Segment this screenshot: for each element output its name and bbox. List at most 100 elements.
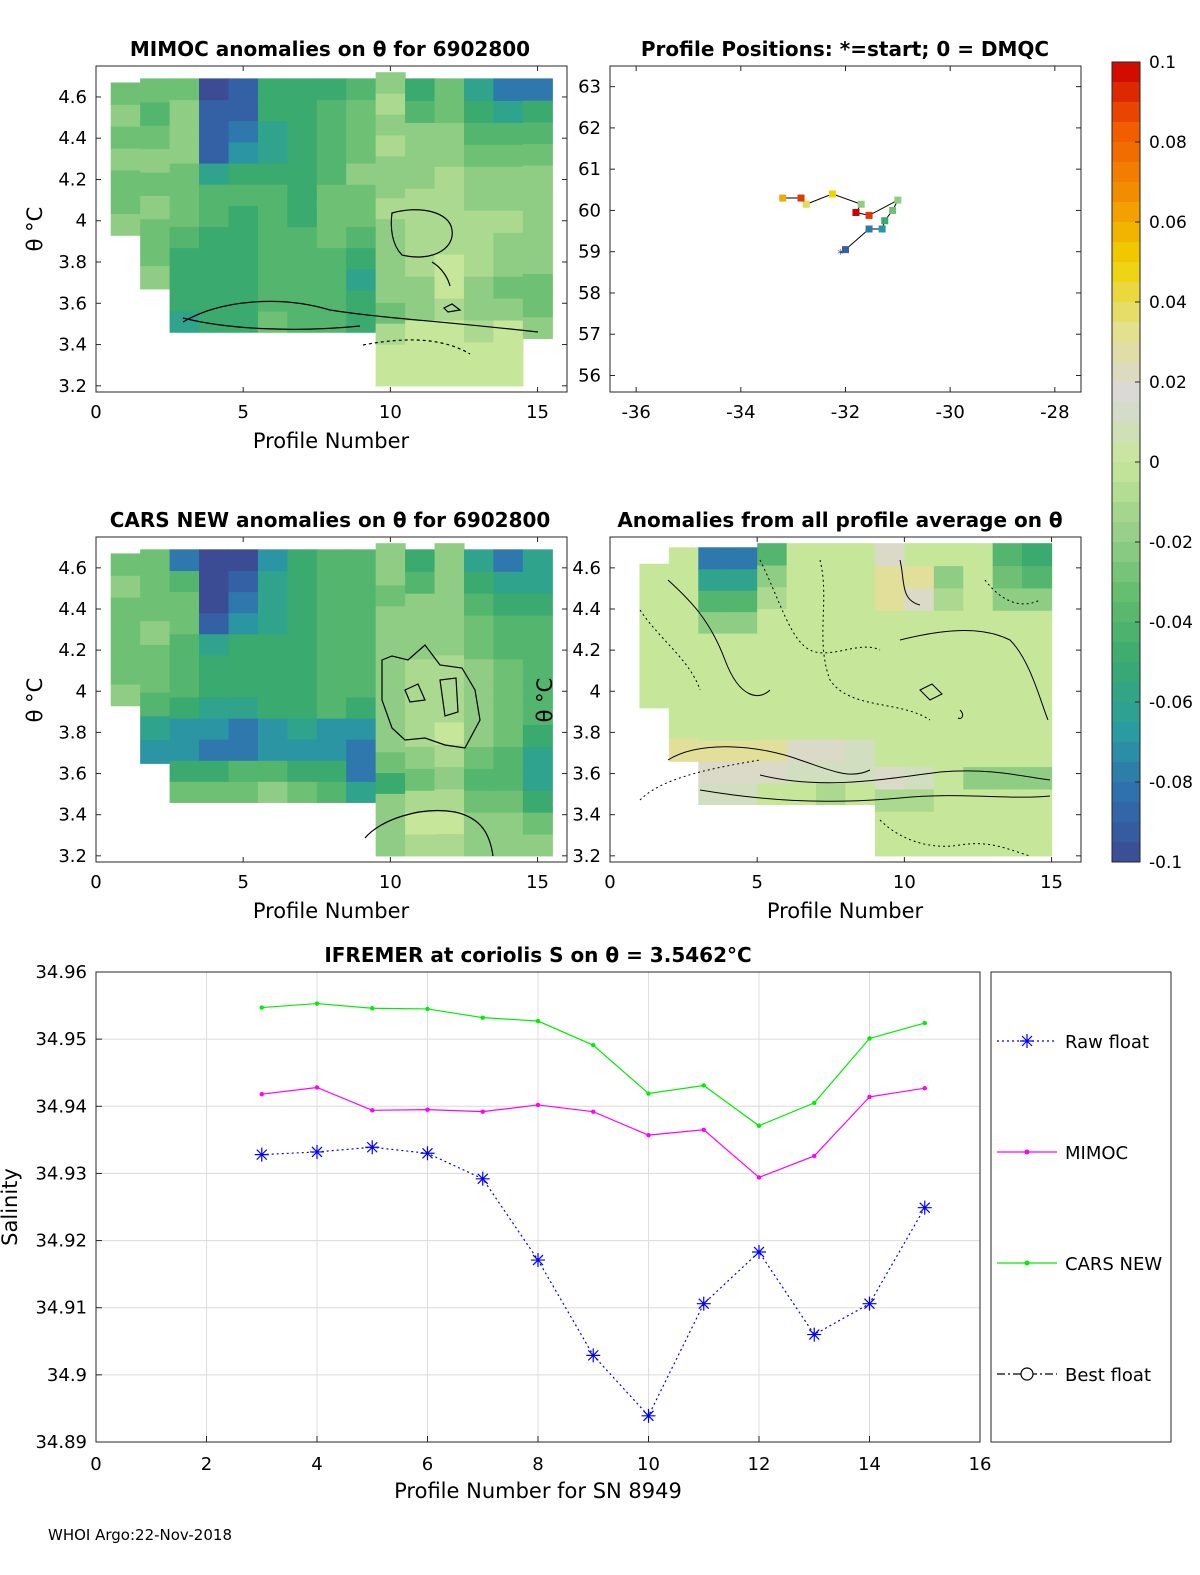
- positions-ytick-label-5: 61: [578, 159, 601, 180]
- mimoc-cell-7-0: [316, 311, 347, 333]
- mimoc-ytick-label-5: 4.2: [58, 169, 87, 190]
- mimoc-cell-13-6: [493, 232, 524, 255]
- average-cell-9-1: [904, 811, 935, 835]
- colorbar-tick-label-8: -0.06: [1149, 693, 1193, 713]
- mimoc-cell-9-12: [375, 114, 406, 136]
- average-cell-4-4: [757, 695, 788, 718]
- colorbar-segment-18: [1112, 422, 1140, 443]
- mimoc-cell-7-1: [316, 289, 347, 312]
- cars-cell-14-9: [522, 636, 553, 660]
- series-raw-float-point-10: [807, 1327, 822, 1342]
- cars-cell-9-5: [375, 730, 406, 753]
- average-cell-3-0: [727, 782, 758, 806]
- cars-cell-9-7: [375, 689, 406, 711]
- mimoc-cell-6-2: [287, 268, 318, 291]
- series-raw-float-point-11: [862, 1296, 877, 1311]
- series-raw-float-point-0: [254, 1147, 269, 1162]
- mimoc-cell-7-3: [316, 247, 347, 270]
- mimoc-cell-10-7: [405, 210, 436, 233]
- cars-cell-12-11: [463, 593, 495, 616]
- cars-cell-9-9: [375, 647, 406, 669]
- mimoc-cell-10-0: [405, 363, 436, 387]
- cars-xtick-label-2: 10: [379, 872, 402, 893]
- legend-raw-float-label: Raw float: [1065, 1032, 1149, 1053]
- colorbar-segment-15: [1112, 362, 1140, 383]
- average-cell-12-10: [992, 610, 1023, 634]
- average-cell-3-9: [727, 590, 758, 613]
- mimoc-cell-5-3: [257, 247, 288, 270]
- positions-marker-11: [802, 200, 810, 208]
- average-cell-3-3: [727, 718, 758, 741]
- cars-cell-11-11: [434, 587, 465, 611]
- cars-cell-10-13: [405, 549, 436, 572]
- cars-cell-9-10: [375, 626, 406, 648]
- cars-cell-5-11: [257, 549, 288, 572]
- mimoc-cell-13-4: [493, 276, 524, 299]
- mimoc-cell-13-7: [493, 210, 524, 233]
- cars-cell-2-3: [169, 718, 200, 740]
- cars-cell-2-2: [169, 739, 200, 761]
- mimoc-cell-3-7: [199, 162, 230, 185]
- positions-xtick-label-1: -34: [726, 402, 755, 423]
- cars-cell-10-11: [405, 593, 436, 616]
- mimoc-cell-5-6: [257, 184, 288, 206]
- cars-cell-4-11: [228, 549, 259, 572]
- mimoc-cell-12-5: [463, 254, 495, 277]
- mimoc-cell-5-9: [257, 120, 288, 143]
- axis-ticks: 0 5 10 15 3.2 3.4 3.6 3.8 4 4.2 4.4 4.6 0 5 10 15 3.2 3.4…: [58, 66, 1081, 893]
- cars-cell-3-2: [199, 739, 230, 761]
- colorbar-segment-27: [1112, 602, 1140, 623]
- average-cell-11-1: [963, 811, 994, 835]
- cars-ytick-label-3: 3.8: [58, 722, 87, 743]
- cars-cell-1-2: [140, 691, 171, 717]
- average-cell-11-13: [963, 543, 994, 567]
- average-cell-5-2: [786, 739, 817, 762]
- salinity-ytick-label-6: 34.95: [35, 1029, 87, 1050]
- series-raw-float-point-4: [475, 1171, 490, 1186]
- average-cell-5-0: [786, 782, 817, 806]
- average-cell-4-10: [757, 564, 788, 588]
- average-cell-11-8: [963, 654, 994, 678]
- cars-ytick-label-5: 4.2: [58, 640, 87, 661]
- average-cell-13-12: [1022, 565, 1053, 589]
- mimoc-cell-5-7: [257, 162, 288, 185]
- cars-cell-13-11: [493, 593, 524, 616]
- average-cell-6-6: [816, 652, 847, 675]
- cars-cell-7-5: [316, 675, 347, 698]
- cars-cell-1-0: [140, 739, 171, 764]
- mimoc-cell-3-8: [199, 141, 230, 164]
- series-mimoc-point-9: [756, 1175, 762, 1180]
- series-mimoc-point-8: [701, 1127, 706, 1132]
- cars-cell-4-1: [228, 760, 259, 782]
- cars-cell-1-4: [140, 644, 171, 669]
- cars-cell-11-1: [434, 811, 465, 835]
- mimoc-cell-14-1: [522, 295, 553, 318]
- average-cell-12-9: [992, 632, 1023, 656]
- cars-cell-12-4: [463, 746, 495, 769]
- colorbar-segment-19: [1112, 442, 1140, 463]
- average-cell-1-3: [668, 666, 699, 691]
- mimoc-xlabel: Profile Number: [253, 429, 410, 453]
- mimoc-cell-14-3: [522, 251, 553, 274]
- average-cell-13-2: [1022, 788, 1053, 812]
- mimoc-xtick-label-3: 15: [526, 402, 549, 423]
- average-cell-8-9: [874, 632, 905, 656]
- mimoc-cell-0-2: [110, 169, 141, 193]
- positions-ytick-label-0: 56: [578, 365, 601, 386]
- colorbar-tick-label-7: -0.04: [1149, 613, 1193, 633]
- series-cars-new-point-6: [591, 1042, 596, 1048]
- colorbar-segment-0: [1112, 62, 1140, 83]
- mimoc-cell-7-10: [316, 99, 347, 122]
- average-cell-6-2: [816, 739, 847, 762]
- cars-cell-4-2: [228, 739, 259, 761]
- mimoc-cell-5-10: [257, 99, 288, 122]
- average-cell-10-3: [933, 766, 964, 790]
- average-cell-13-4: [1022, 744, 1053, 768]
- average-cell-4-2: [757, 739, 788, 762]
- colorbar-segment-37: [1112, 802, 1140, 823]
- mimoc-cell-8-5: [346, 205, 377, 228]
- average-cell-1-5: [668, 618, 699, 643]
- cars-cell-1-8: [140, 549, 171, 574]
- average-ytick-label-3: 3.8: [572, 722, 601, 743]
- colorbar-segment-34: [1112, 742, 1140, 763]
